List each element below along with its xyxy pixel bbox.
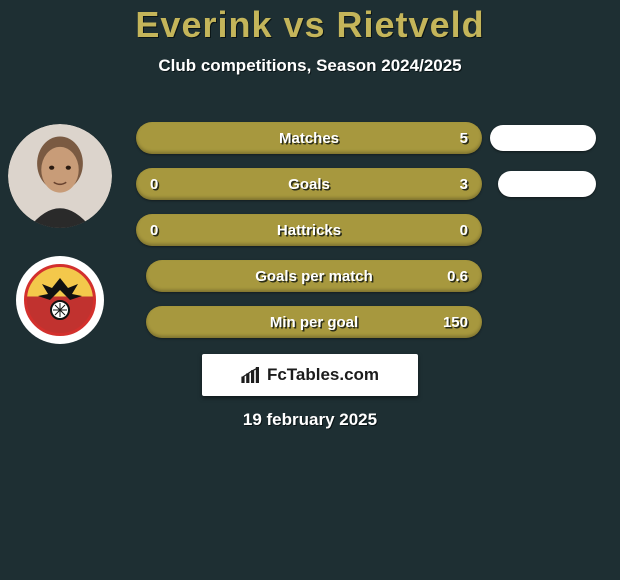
stat-label: Min per goal <box>270 314 358 331</box>
stat-row: Matches 5 <box>136 122 596 154</box>
stat-pill: 0 Goals 3 <box>136 168 482 200</box>
stat-row: Goals per match 0.6 <box>136 260 596 292</box>
stat-row: 0 Hattricks 0 <box>136 214 596 246</box>
stat-left-value: 0 <box>150 222 158 239</box>
club-crest <box>8 248 112 352</box>
eagle-crest-icon <box>30 270 90 330</box>
stat-left-value: 0 <box>150 176 158 193</box>
stat-label: Hattricks <box>277 222 341 239</box>
face-icon <box>8 124 112 228</box>
logo-text: FcTables.com <box>267 365 379 385</box>
stat-row: 0 Goals 3 <box>136 168 596 200</box>
stat-label: Goals <box>288 176 330 193</box>
avatars <box>8 124 112 352</box>
comparison-card: Everink vs Rietveld Club competitions, S… <box>0 0 620 580</box>
stat-pill-wrap: Goals per match 0.6 <box>136 260 482 292</box>
bar-chart-icon <box>241 367 261 383</box>
stat-pill: Min per goal 150 <box>146 306 482 338</box>
stat-right-value: 3 <box>460 176 468 193</box>
stat-pill: 0 Hattricks 0 <box>136 214 482 246</box>
date-label: 19 february 2025 <box>0 410 620 430</box>
stat-right-value: 0.6 <box>447 268 468 285</box>
stat-label: Goals per match <box>255 268 373 285</box>
page-title: Everink vs Rietveld <box>0 0 620 46</box>
source-logo: FcTables.com <box>202 354 418 396</box>
stat-right-value: 5 <box>460 130 468 147</box>
right-value-pill <box>490 125 596 151</box>
right-value-pill <box>498 171 596 197</box>
stat-right-value: 0 <box>460 222 468 239</box>
stat-pill: Matches 5 <box>136 122 482 154</box>
stat-pill-wrap: Min per goal 150 <box>136 306 482 338</box>
stat-row: Min per goal 150 <box>136 306 596 338</box>
stat-pill: Goals per match 0.6 <box>146 260 482 292</box>
stat-rows: Matches 5 0 Goals 3 0 Hattricks 0 Goals per matc… <box>136 122 596 338</box>
stat-right-value: 150 <box>443 314 468 331</box>
player-avatar <box>8 124 112 228</box>
stat-label: Matches <box>279 130 339 147</box>
subtitle: Club competitions, Season 2024/2025 <box>0 56 620 76</box>
